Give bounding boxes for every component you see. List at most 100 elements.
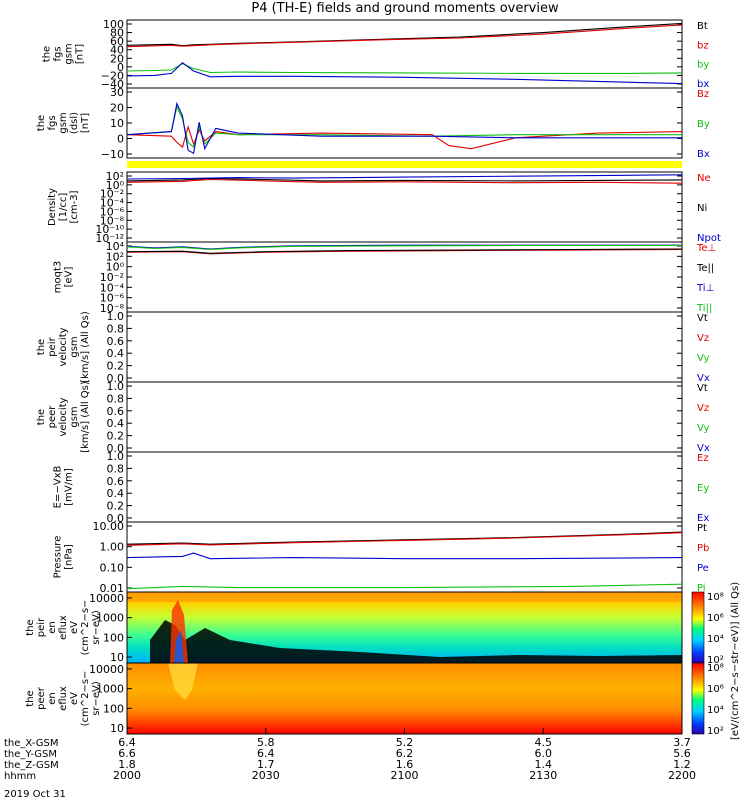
series-fgs-gsm-Bt [126,22,683,47]
peer-spectrogram-dip [168,663,198,700]
ytick-label-e-field-0: 1.0 [107,450,125,463]
ylabel-line-peir-velocity-4: [km/s] (All Qs) [80,311,91,383]
legend-pressure-1: Pb [697,543,709,554]
spec-ylabel-line-peer-en-eflux-0: the [25,690,36,706]
cbar-tick-peer-en-eflux-1: 10⁶ [707,684,724,695]
spec-ytick-label-peir-en-eflux-2: 100 [103,631,124,644]
ytick-label-peir-velocity-5: 0.0 [107,372,125,385]
ylabel-line-density-0: Density [47,188,58,226]
ytick-label-temperature-6: 10⁻⁸ [100,302,125,315]
legend-peir-velocity-1: Vz [697,333,709,344]
spec-ylabel-line-peer-en-eflux-6: sr−eV) [91,681,102,716]
ylabel-line-density-1: [1/cc] [58,193,69,222]
legend-density-0: Ne [697,173,711,184]
legend-fgs-dsl-0: Bz [697,89,709,100]
panel-e-field: 1.00.80.60.40.20.0 E=−VxB [mV/m] Ez Ey Ex [53,450,710,525]
ylabel-line-density-2: [cm-3] [69,190,80,223]
ytick-label-pressure-3: 0.01 [100,582,125,595]
series-pressure-Pt [126,531,683,545]
peir-spectrogram-top-band [127,592,682,602]
ytick-label-peir-velocity-1: 0.8 [107,322,125,335]
series-pressure-Pe [126,552,683,560]
ylabel-line-fgs-gsm-2: gsm [64,43,75,64]
colorbar-label: [eV/(cm^2−s−str−eV)] (All Qs) [730,582,741,740]
spec-ytick-label-peer-en-eflux-3: 10 [110,722,124,735]
series-fgs-gsm-bz [126,24,683,48]
ylabel-density: Density [1/cc] [cm-3] [47,188,80,226]
ylabel-temperature: moqt3 [eV] [53,261,75,294]
figure-title: P4 (TH-E) fields and ground moments over… [251,1,559,16]
ephem-value-2-4: 1.2 [673,758,691,771]
ylabel-line-peer-velocity-0: the [36,409,47,425]
ephem-value-1-4: 5.6 [673,747,691,760]
ephem-value-2-2: 1.6 [396,758,414,771]
ytick-label-density-3: 10⁻⁴ [100,197,125,210]
spec-ytick-label-peer-en-eflux-1: 1000 [96,683,124,696]
legend-fgs-gsm-2: by [697,60,709,71]
spec-ylabel-line-peir-en-eflux-2: en [47,621,58,634]
ytick-label-temperature-1: 10² [106,250,124,263]
ylabel-line-peer-velocity-2: velocity [58,397,69,436]
ylabel-line-fgs-gsm-0: the [42,46,53,62]
ytick-label-e-field-2: 0.6 [107,475,125,488]
peer-spectrogram [126,662,683,735]
ephem-value-1-0: 6.6 [118,747,136,760]
ytick-label-temperature-2: 10⁰ [106,261,125,274]
ylabel-line-e-field-0: E=−VxB [53,466,64,509]
ytick-label-fgs-gsm-2: 60 [110,35,124,48]
ylabel-line-fgs-dsl-4: [nT] [80,113,91,133]
ytick-label-pressure-1: 1.00 [100,541,125,554]
quality-flag-bar [127,161,682,168]
ylabel-fgs-gsm: the fgs gsm [nT] [42,43,86,64]
series-fgs-dsl-By [126,104,682,149]
ytick-label-peer-velocity-4: 0.2 [107,430,125,443]
ytick-label-fgs-gsm-7: −40 [101,78,124,91]
cbar-tick-peir-en-eflux-1: 10⁶ [707,613,724,624]
ytick-label-fgs-gsm-1: 80 [110,27,124,40]
spec-ylabel-line-peir-en-eflux-1: peir [36,617,47,637]
ephem-label-2: the_Z-GSM [4,760,59,771]
ytick-label-e-field-3: 0.4 [107,487,125,500]
ephem-label-1: the_Y-GSM [4,749,57,760]
spec-ylabel-line-peir-en-eflux-5: (cm^2−s− [80,600,91,656]
legend-e-field-0: Ez [697,453,709,464]
ytick-label-fgs-dsl-3: 0 [117,133,124,146]
date-label: 2019 Oct 31 [4,789,66,800]
colorbar-peir [691,591,705,664]
ephem-value-0-2: 5.2 [396,736,414,749]
xtick-label-0: 2000 [113,769,141,782]
ylabel-pressure: Pressure [nPa] [53,536,75,579]
ephem-label-3: hhmm [4,771,36,782]
ephem-value-0-3: 4.5 [535,736,553,749]
series-temperature-Te|| [126,248,683,254]
series-fgs-gsm-bx [126,61,683,85]
legend-fgs-gsm-0: Bt [697,21,708,32]
legend-peer-velocity-0: Vt [697,383,708,394]
panel-pressure: 10.00 1.00 0.10 0.01 Pressure [nPa] Pt Pb Pe Pi [53,520,710,595]
series-fgs-gsm-by [126,63,683,74]
ytick-label-fgs-gsm-3: 40 [110,44,124,57]
panel-density: 10²10⁰10⁻²10⁻⁴10⁻⁶10⁻⁸10⁻¹⁰10⁻¹²Density[… [47,170,721,245]
cbar-tick-peer-en-eflux-0: 10⁸ [707,663,724,674]
ylabel-line-peir-velocity-2: velocity [58,327,69,366]
series-temperature-Ti|| [126,244,682,251]
spec-ytick-label-peir-en-eflux-3: 10 [110,651,124,664]
ytick-label-temperature-4: 10⁻⁴ [100,281,125,294]
legend-peer-velocity-1: Vz [697,403,709,414]
ytick-label-density-6: 10⁻¹⁰ [95,223,124,236]
ylabel-line-temperature-1: [eV] [64,267,75,288]
ytick-label-fgs-dsl-1: 20 [110,102,124,115]
ytick-label-fgs-gsm-4: 20 [110,52,124,65]
ytick-label-temperature-0: 10⁴ [106,240,125,253]
ylabel-line-temperature-0: moqt3 [53,261,64,294]
ytick-label-peir-velocity-4: 0.2 [107,360,125,373]
legend-pressure-0: Pt [697,523,707,534]
legend-fgs-gsm-3: bx [697,79,709,90]
ephem-label-0: the_X-GSM [4,738,58,749]
legend-pressure-3: Pi [697,583,706,594]
ylabel-line-peir-velocity-1: peir [47,336,58,356]
ylabel-e-field: E=−VxB [mV/m] [53,466,75,509]
